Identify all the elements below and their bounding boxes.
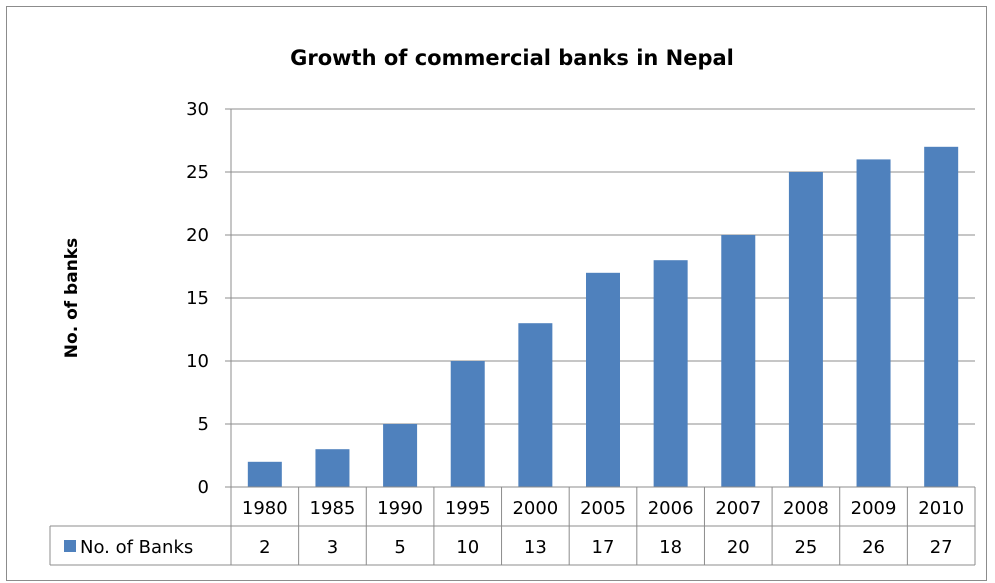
y-tick-label: 30 bbox=[186, 99, 209, 120]
data-value-cell: 18 bbox=[659, 537, 682, 558]
legend-swatch bbox=[64, 540, 76, 552]
bar-2007 bbox=[721, 235, 756, 487]
bar-2005 bbox=[586, 272, 620, 487]
x-category-label: 2000 bbox=[512, 498, 558, 519]
y-tick-label: 10 bbox=[186, 351, 209, 372]
x-category-label: 2006 bbox=[648, 498, 694, 519]
x-category-label: 1985 bbox=[310, 498, 356, 519]
chart-title: Growth of commercial banks in Nepal bbox=[290, 46, 734, 70]
chart-frame bbox=[6, 6, 987, 581]
data-value-cell: 25 bbox=[794, 537, 817, 558]
data-value-cell: 10 bbox=[456, 537, 479, 558]
y-tick-label: 25 bbox=[186, 162, 209, 183]
legend-label: No. of Banks bbox=[80, 537, 193, 558]
x-category-label: 2005 bbox=[580, 498, 626, 519]
y-axis-label: No. of banks bbox=[62, 238, 82, 358]
data-value-cell: 20 bbox=[727, 537, 750, 558]
x-category-label: 1995 bbox=[445, 498, 491, 519]
data-value-cell: 2 bbox=[259, 537, 270, 558]
data-value-cell: 27 bbox=[930, 537, 953, 558]
data-value-cell: 5 bbox=[394, 537, 405, 558]
data-value-cell: 13 bbox=[524, 537, 547, 558]
y-axis-ticks: 0 5 10 15 20 25 30 bbox=[186, 99, 231, 498]
x-category-label: 2007 bbox=[715, 498, 761, 519]
x-category-label: 2010 bbox=[918, 498, 964, 519]
data-table: 1980 1985 1990 1995 2000 2005 2006 2007 2008 2009… bbox=[49, 486, 976, 566]
data-value-cell: 3 bbox=[327, 537, 338, 558]
bar-1995 bbox=[450, 361, 485, 487]
y-tick-label: 5 bbox=[198, 414, 209, 435]
x-category-label: 2009 bbox=[851, 498, 897, 519]
bar-1985 bbox=[315, 449, 350, 487]
x-category-label: 1990 bbox=[377, 498, 423, 519]
x-category-label: 2008 bbox=[783, 498, 829, 519]
bar-2006 bbox=[653, 260, 688, 487]
bar-2010 bbox=[924, 146, 959, 488]
y-tick-label: 20 bbox=[186, 225, 209, 246]
y-tick-label: 0 bbox=[198, 477, 209, 498]
bar-1990 bbox=[383, 424, 418, 487]
bar-1980 bbox=[247, 461, 282, 487]
bar-2009 bbox=[856, 159, 891, 487]
x-category-label: 1980 bbox=[242, 498, 288, 519]
bars bbox=[247, 146, 959, 488]
bar-2000 bbox=[518, 323, 553, 487]
bar-2008 bbox=[788, 172, 823, 487]
data-value-cell: 17 bbox=[592, 537, 615, 558]
data-value-cell: 26 bbox=[862, 537, 885, 558]
y-tick-label: 15 bbox=[186, 288, 209, 309]
